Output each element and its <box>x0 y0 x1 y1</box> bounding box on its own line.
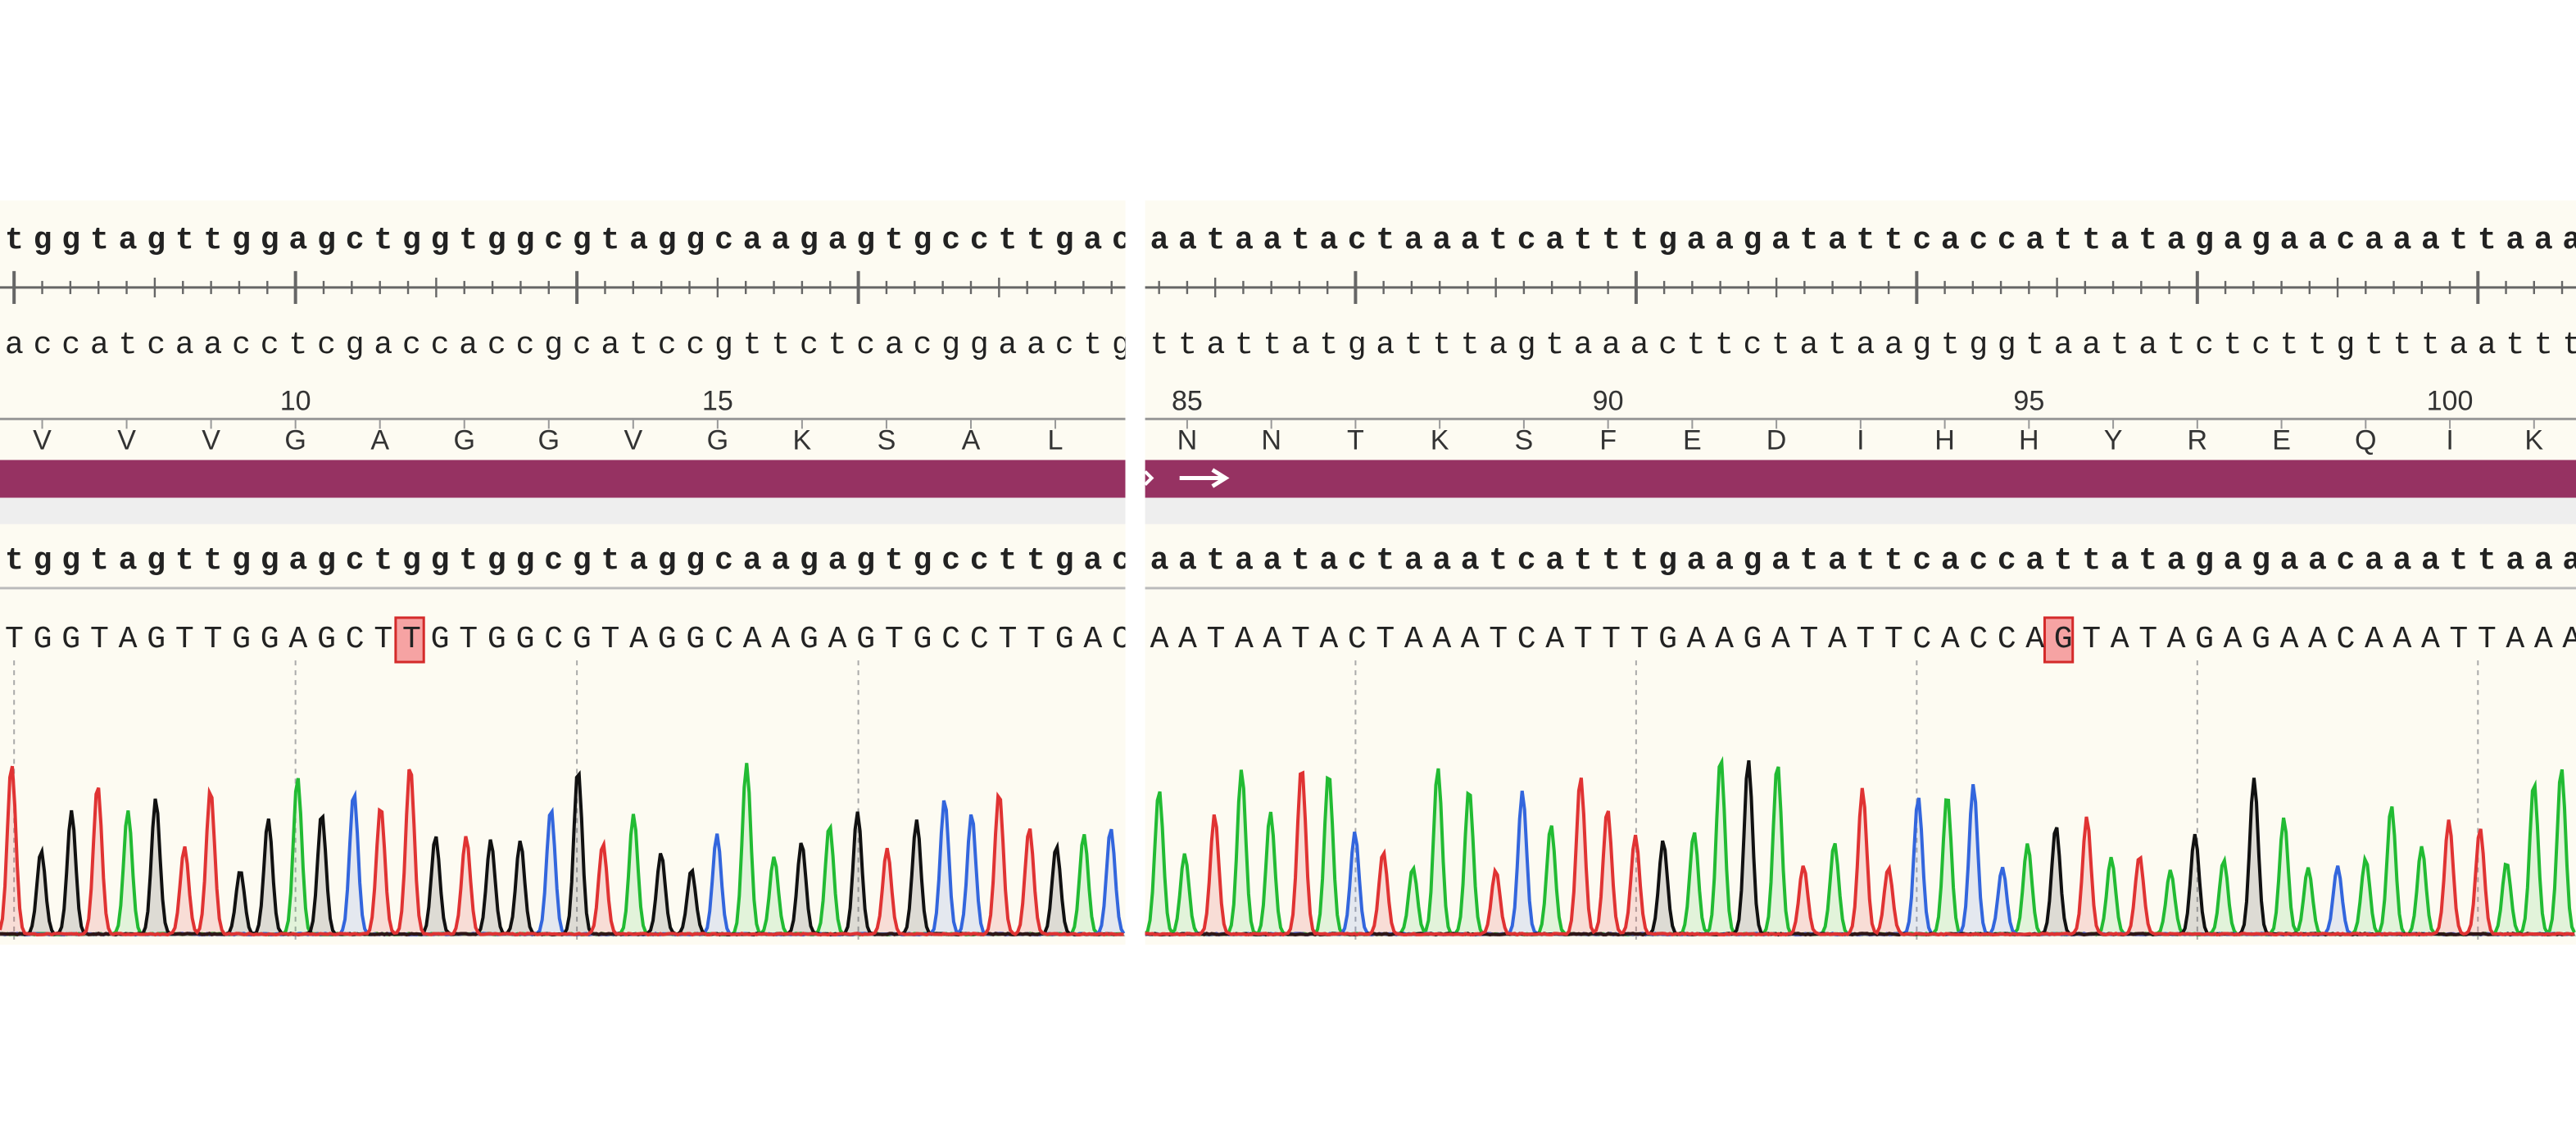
amino-acid: V <box>33 424 52 456</box>
trace-t <box>0 765 1124 937</box>
amino-acid: G <box>707 424 729 456</box>
amino-acid: S <box>1515 424 1534 456</box>
aa-number: 90 <box>1593 385 1624 416</box>
separator <box>1145 497 2576 524</box>
amino-acid: G <box>284 424 306 456</box>
amino-acid: S <box>878 424 896 456</box>
called-bases: AATAATACTAAATCATTTGAAGATATTCACCAGTATAGAG… <box>1150 622 2576 657</box>
sequence-panel: tggtagttggagctggtggcgtaggcaagagtgccttgac… <box>0 200 1155 945</box>
amino-acid: R <box>2188 424 2208 456</box>
amino-acid: Y <box>2104 424 2123 456</box>
complement-sequence: ttattatgatttagtaaacttctataagtggtaatatctc… <box>1150 328 2576 363</box>
amino-acid: A <box>370 424 389 456</box>
amino-acid: V <box>202 424 220 456</box>
amino-acid: L <box>1048 424 1064 456</box>
amino-acid: K <box>2524 424 2543 456</box>
aa-number: 100 <box>2427 385 2474 416</box>
feature-arrow <box>1145 470 1154 486</box>
amino-acid: N <box>1177 424 1198 456</box>
aligned-reference: aataatactaaatcatttgaagatattcaccattatagag… <box>1150 543 2576 578</box>
amino-acid: H <box>2019 424 2039 456</box>
reference-sequence: aataatactaaatcatttgaagatattcaccattatagag… <box>1150 223 2576 258</box>
amino-acid: F <box>1599 424 1617 456</box>
aa-number: 10 <box>280 385 311 416</box>
feature-bar[interactable] <box>1145 460 2576 498</box>
aa-number: 85 <box>1172 385 1203 416</box>
amino-acid: G <box>453 424 475 456</box>
mismatch-highlight <box>2043 616 2075 664</box>
amino-acid: A <box>962 424 981 456</box>
feature-bar[interactable] <box>0 460 1126 498</box>
amino-acid: D <box>1766 424 1787 456</box>
amino-acid: I <box>1857 424 1864 456</box>
panel-background <box>0 200 1126 945</box>
separator <box>0 497 1126 524</box>
amino-acid: T <box>1347 424 1364 456</box>
trace-t <box>1145 770 2575 937</box>
amino-acid: Q <box>2355 424 2377 456</box>
amino-acid: V <box>624 424 642 456</box>
amino-acid: H <box>1934 424 1955 456</box>
sequence-panel: aataatactaaatcatttgaagatattcaccattatagag… <box>1145 200 2576 945</box>
amino-acid: E <box>1683 424 1702 456</box>
trace-fill <box>1145 773 2576 936</box>
amino-acid: K <box>1431 424 1449 456</box>
amino-acid: K <box>793 424 812 456</box>
amino-acid: V <box>117 424 136 456</box>
mismatch-highlight <box>394 616 425 664</box>
amino-acid: G <box>538 424 560 456</box>
aa-number: 95 <box>2013 385 2044 416</box>
amino-acid: I <box>2446 424 2453 456</box>
aa-number: 15 <box>702 385 733 416</box>
aa-number: 20 <box>1124 385 1155 416</box>
feature-arrow <box>1179 468 1230 488</box>
amino-acid: N <box>1261 424 1281 456</box>
amino-acid: E <box>2272 424 2291 456</box>
